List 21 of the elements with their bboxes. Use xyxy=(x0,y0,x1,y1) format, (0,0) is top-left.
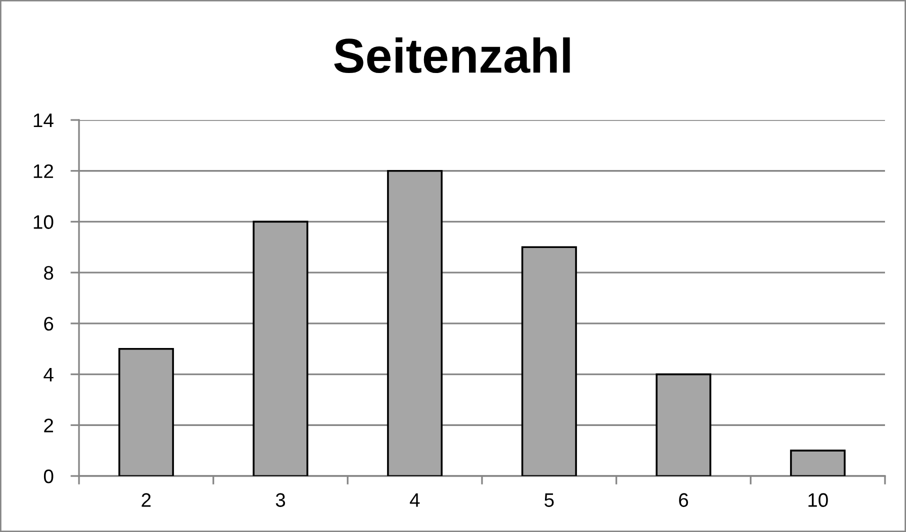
y-tick-label: 4 xyxy=(44,368,54,382)
chart-title: Seitenzahl xyxy=(334,37,570,74)
x-tick-label: 5 xyxy=(544,493,554,507)
y-tick-label: 14 xyxy=(34,114,54,128)
x-tick-label: 6 xyxy=(679,493,688,507)
bar xyxy=(252,220,308,476)
y-tick-label: 12 xyxy=(34,164,54,178)
x-tick-label: 3 xyxy=(276,493,286,507)
x-tick-label: 2 xyxy=(142,493,151,507)
bar xyxy=(656,373,712,476)
y-tick-label: 2 xyxy=(44,418,54,432)
x-tick-label: 4 xyxy=(410,493,420,507)
x-tick-label: 10 xyxy=(808,493,828,507)
bar xyxy=(521,246,577,476)
y-tick-label: 8 xyxy=(44,266,54,280)
y-tick-label: 6 xyxy=(44,316,54,331)
y-tick-label: 10 xyxy=(34,215,54,229)
y-tick-label: 0 xyxy=(44,469,54,484)
bar xyxy=(387,170,443,476)
bar xyxy=(118,348,174,476)
bar xyxy=(790,450,846,476)
